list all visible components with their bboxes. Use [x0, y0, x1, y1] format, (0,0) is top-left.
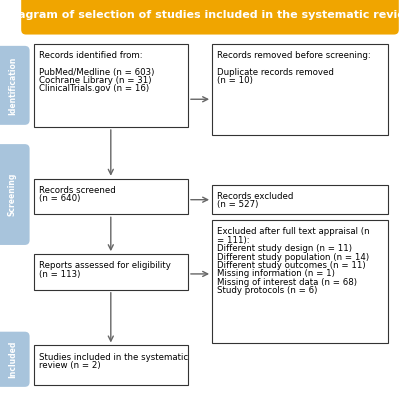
Text: Records identified from:: Records identified from:	[39, 51, 143, 60]
Text: Different study design (n = 11): Different study design (n = 11)	[217, 244, 352, 253]
Text: Duplicate records removed: Duplicate records removed	[217, 67, 334, 77]
Text: Studies included in the systematic: Studies included in the systematic	[39, 353, 188, 362]
Text: PubMed/Medline (n = 603): PubMed/Medline (n = 603)	[39, 67, 154, 77]
Text: Records excluded: Records excluded	[217, 192, 294, 201]
FancyBboxPatch shape	[0, 144, 30, 245]
Text: (n = 640): (n = 640)	[39, 194, 80, 203]
FancyBboxPatch shape	[34, 345, 188, 385]
Text: Records screened: Records screened	[39, 186, 116, 195]
FancyBboxPatch shape	[34, 44, 188, 127]
Text: Identification: Identification	[8, 56, 17, 115]
Text: Reports assessed for eligibility: Reports assessed for eligibility	[39, 261, 171, 270]
Text: (n = 113): (n = 113)	[39, 270, 80, 279]
Text: ClinicalTrials.gov (n = 16): ClinicalTrials.gov (n = 16)	[39, 84, 149, 93]
FancyBboxPatch shape	[34, 179, 188, 214]
FancyBboxPatch shape	[34, 254, 188, 290]
Text: Missing information (n = 1): Missing information (n = 1)	[217, 269, 335, 278]
Text: = 111):: = 111):	[217, 236, 250, 245]
Text: Cochrane Library (n = 31): Cochrane Library (n = 31)	[39, 76, 152, 85]
Text: Study protocols (n = 6): Study protocols (n = 6)	[217, 286, 318, 295]
Text: Included: Included	[8, 341, 17, 378]
Text: Different study outcomes (n = 11): Different study outcomes (n = 11)	[217, 261, 366, 270]
FancyBboxPatch shape	[212, 220, 388, 343]
FancyBboxPatch shape	[212, 185, 388, 214]
FancyBboxPatch shape	[21, 0, 399, 35]
FancyBboxPatch shape	[212, 44, 388, 135]
Text: Records removed before screening:: Records removed before screening:	[217, 51, 371, 60]
Text: (n = 10): (n = 10)	[217, 76, 253, 85]
Text: review (n = 2): review (n = 2)	[39, 361, 101, 370]
Text: Screening: Screening	[8, 173, 17, 216]
Text: Missing of interest data (n = 68): Missing of interest data (n = 68)	[217, 278, 357, 287]
Text: Diagram of selection of studies included in the systematic review: Diagram of selection of studies included…	[5, 10, 400, 20]
FancyBboxPatch shape	[0, 46, 30, 125]
FancyBboxPatch shape	[0, 332, 30, 387]
Text: (n = 527): (n = 527)	[217, 200, 258, 209]
Text: Different study population (n = 14): Different study population (n = 14)	[217, 252, 369, 262]
Text: Excluded after full text appraisal (n: Excluded after full text appraisal (n	[217, 227, 370, 237]
